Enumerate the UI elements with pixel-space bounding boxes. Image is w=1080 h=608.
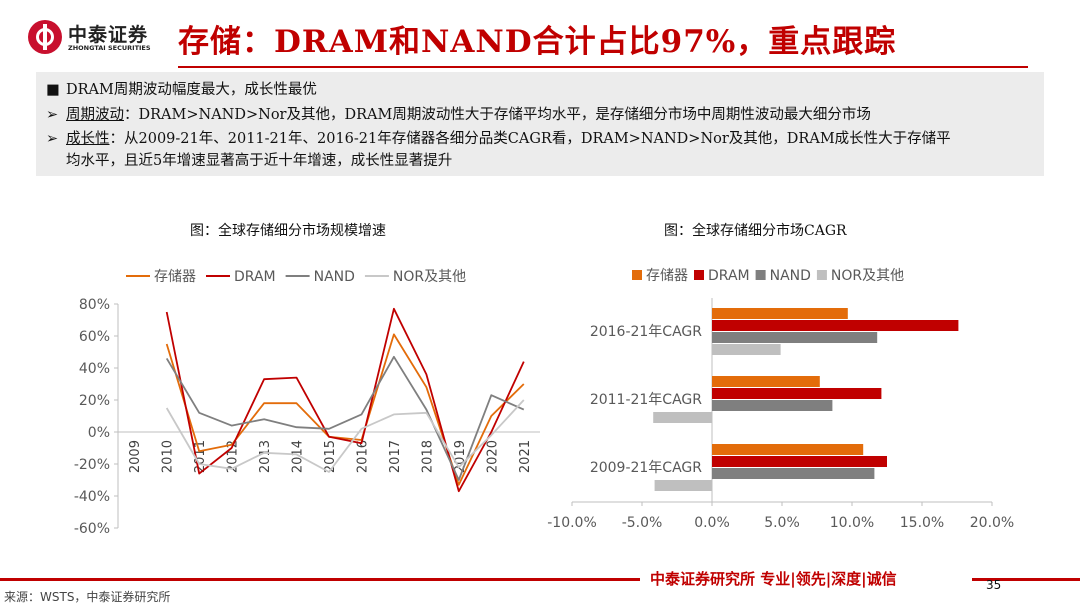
logo-text-en: ZHONGTAI SECURITIES bbox=[68, 44, 151, 52]
legend-label: DRAM bbox=[234, 269, 276, 285]
category-label: 2011-21年CAGR bbox=[590, 392, 702, 408]
growth-label: 成长性 bbox=[66, 131, 110, 147]
x-tick-label: 2021 bbox=[518, 440, 533, 473]
x-tick-label: 2016 bbox=[355, 440, 370, 473]
bar bbox=[712, 376, 820, 387]
bar bbox=[654, 480, 712, 491]
company-logo: 中泰证券 ZHONGTAI SECURITIES bbox=[28, 18, 168, 58]
bar bbox=[712, 388, 882, 399]
bar bbox=[653, 412, 712, 423]
y-tick-label: -40% bbox=[74, 489, 110, 505]
legend-swatch-icon bbox=[632, 270, 642, 280]
series-line bbox=[165, 355, 525, 481]
square-bullet-icon: ■ bbox=[46, 82, 60, 98]
footer-rule-right bbox=[972, 578, 1080, 581]
category-label: 2009-21年CAGR bbox=[590, 460, 702, 476]
bar bbox=[712, 468, 875, 479]
x-tick-label: 0.0% bbox=[694, 515, 730, 531]
summary-line-2: ➢ 周期波动：DRAM>NAND>Nor及其他，DRAM周期波动性大于存储平均水平… bbox=[46, 107, 871, 123]
y-tick-label: 60% bbox=[79, 329, 110, 345]
bar bbox=[712, 320, 959, 331]
bar bbox=[712, 332, 878, 343]
bar bbox=[712, 344, 781, 355]
logo-text-cn: 中泰证券 bbox=[68, 24, 149, 46]
legend-label: 存储器 bbox=[154, 269, 196, 285]
cycle-label: 周期波动 bbox=[66, 107, 124, 123]
legend-swatch-icon bbox=[816, 270, 827, 280]
bar bbox=[712, 308, 848, 319]
y-tick-label: 0% bbox=[88, 425, 110, 441]
y-tick-label: -20% bbox=[74, 457, 110, 473]
legend-label: NAND bbox=[314, 269, 355, 285]
summary-line-1: ■ DRAM周期波动幅度最大，成长性最优 bbox=[46, 82, 317, 98]
slide-title: 存储：DRAM和NAND合计占比97%，重点跟踪 bbox=[178, 24, 897, 60]
x-tick-label: 2020 bbox=[485, 440, 500, 473]
legend-swatch-icon bbox=[694, 270, 704, 280]
series-line bbox=[165, 307, 525, 493]
arrow-bullet-icon: ➢ bbox=[46, 107, 59, 123]
source-note: 来源：WSTS，中泰证券研究所 bbox=[4, 590, 171, 604]
x-tick-label: 2015 bbox=[323, 440, 338, 473]
bar bbox=[712, 444, 864, 455]
y-tick-label: 40% bbox=[79, 361, 110, 377]
x-tick-label: 20.0% bbox=[970, 515, 1014, 531]
line-chart-title: 图：全球存储细分市场规模增速 bbox=[190, 223, 386, 239]
bar-chart-title: 图：全球存储细分市场CAGR bbox=[664, 223, 847, 239]
page-number: 35 bbox=[986, 578, 1002, 592]
series-line bbox=[165, 399, 525, 473]
title-divider bbox=[178, 66, 1028, 68]
x-tick-label: 2019 bbox=[453, 440, 468, 473]
x-tick-label: 2018 bbox=[420, 440, 435, 473]
footer-rule-left bbox=[0, 578, 640, 581]
series-line bbox=[165, 333, 525, 486]
footer-slogan: 中泰证券研究所 专业|领先|深度|诚信 bbox=[650, 570, 897, 588]
x-tick-label: 2013 bbox=[258, 440, 273, 473]
y-tick-label: -60% bbox=[74, 521, 110, 537]
x-tick-label: 10.0% bbox=[830, 515, 874, 531]
x-tick-label: 2017 bbox=[388, 440, 403, 473]
y-tick-label: 20% bbox=[79, 393, 110, 409]
legend-label: NOR及其他 bbox=[831, 268, 904, 284]
legend-label: NOR及其他 bbox=[393, 269, 466, 285]
logo-mark-icon bbox=[28, 20, 62, 54]
arrow-bullet-icon: ➢ bbox=[46, 131, 59, 147]
category-label: 2016-21年CAGR bbox=[590, 324, 702, 340]
legend-swatch-icon bbox=[755, 270, 766, 280]
legend-label: 存储器 bbox=[646, 268, 688, 284]
summary-box: ■ DRAM周期波动幅度最大，成长性最优 ➢ 周期波动：DRAM>NAND>Nor及… bbox=[36, 72, 1044, 176]
bar bbox=[712, 456, 887, 467]
x-tick-label: 2010 bbox=[161, 440, 176, 473]
summary-line-3: ➢ 成长性：从2009-21年、2011-21年、2016-21年存储器各细分品类… bbox=[46, 131, 951, 147]
x-tick-label: 15.0% bbox=[900, 515, 944, 531]
x-tick-label: -5.0% bbox=[622, 515, 663, 531]
line-chart: 80%60%40%20%0%-20%-40%-60%2009 2010 2011 20… bbox=[74, 269, 540, 537]
x-tick-label: 5.0% bbox=[764, 515, 800, 531]
y-tick-label: 80% bbox=[79, 297, 110, 313]
bar-chart: -10.0% -5.0% 0.0% 5.0% 10.0% 15.0% 20.0% 2016-2… bbox=[547, 268, 1014, 531]
summary-line-4: 均水平，且近5年增速显著高于近十年增速，成长性显著提升 bbox=[66, 153, 453, 169]
x-tick-label: 2012 bbox=[226, 440, 241, 473]
legend-label: DRAM bbox=[708, 268, 750, 284]
legend-label: NAND bbox=[770, 268, 811, 284]
x-tick-label: 2009 bbox=[128, 440, 143, 473]
bar bbox=[712, 400, 833, 411]
x-tick-label: -10.0% bbox=[547, 515, 597, 531]
x-tick-label: 2014 bbox=[291, 440, 306, 473]
